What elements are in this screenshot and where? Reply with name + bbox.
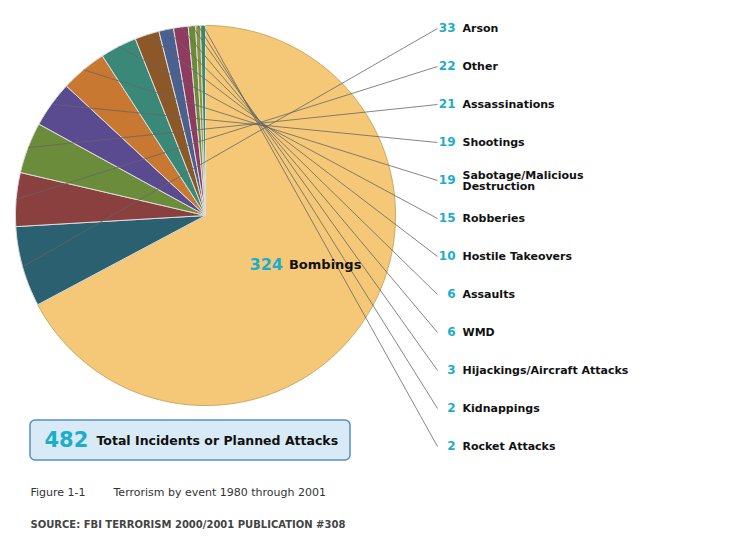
svg-text:SOURCE: FBI TERRORISM 2000/200: SOURCE: FBI TERRORISM 2000/2001 PUBLICAT… — [31, 519, 346, 530]
svg-text:Hijackings/Aircraft Attacks: Hijackings/Aircraft Attacks — [463, 364, 629, 377]
svg-text:482: 482 — [45, 428, 89, 452]
svg-text:33: 33 — [439, 21, 456, 35]
svg-text:Other: Other — [463, 60, 499, 73]
svg-text:Shootings: Shootings — [463, 136, 526, 149]
svg-text:Sabotage/MaliciousDestruction: Sabotage/MaliciousDestruction — [463, 169, 584, 193]
svg-text:Robberies: Robberies — [463, 212, 526, 225]
svg-text:6: 6 — [447, 325, 455, 339]
svg-text:Arson: Arson — [463, 22, 499, 35]
svg-text:Assassinations: Assassinations — [463, 98, 556, 111]
svg-text:324: 324 — [250, 255, 283, 274]
svg-text:2: 2 — [447, 401, 455, 415]
svg-text:10: 10 — [439, 249, 456, 263]
svg-text:Total Incidents or Planned Att: Total Incidents or Planned Attacks — [97, 433, 339, 448]
svg-text:19: 19 — [439, 173, 456, 187]
svg-text:Assaults: Assaults — [463, 288, 516, 301]
svg-text:WMD: WMD — [463, 326, 495, 339]
svg-text:15: 15 — [439, 211, 456, 225]
svg-text:2: 2 — [447, 439, 455, 453]
svg-text:Bombings: Bombings — [289, 257, 362, 272]
svg-text:3: 3 — [447, 363, 455, 377]
svg-text:Rocket Attacks: Rocket Attacks — [463, 440, 556, 453]
svg-text:Kidnappings: Kidnappings — [463, 402, 541, 415]
svg-text:22: 22 — [439, 59, 456, 73]
svg-text:Figure 1-1 Terrorism by: Figure 1-1 Terrorism by event 1980 throu… — [31, 486, 327, 499]
svg-text:19: 19 — [439, 135, 456, 149]
svg-text:6: 6 — [447, 287, 455, 301]
svg-text:21: 21 — [439, 97, 456, 111]
svg-text:Hostile Takeovers: Hostile Takeovers — [463, 250, 573, 263]
